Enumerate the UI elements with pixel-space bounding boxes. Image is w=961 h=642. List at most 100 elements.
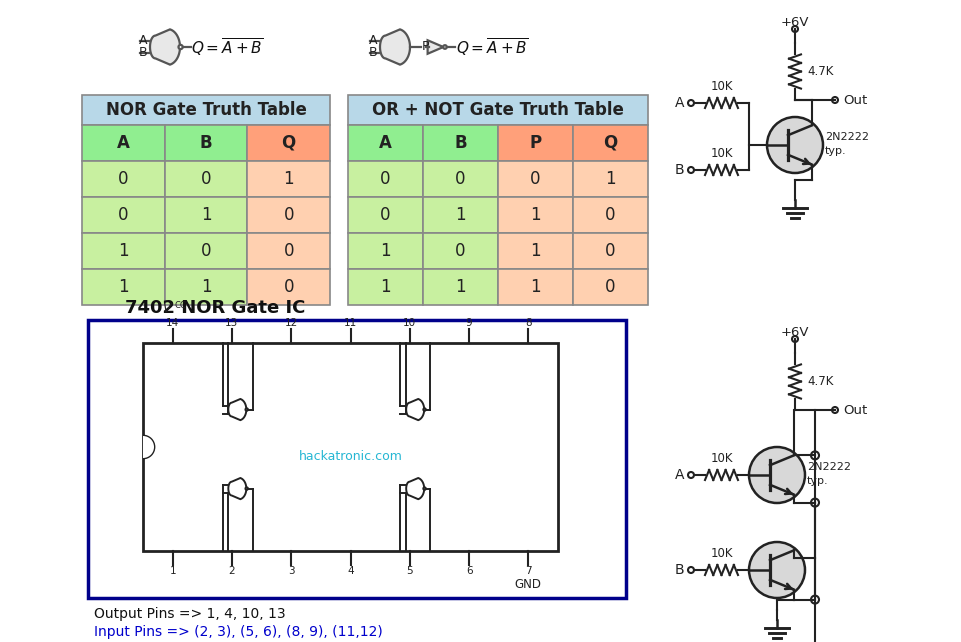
FancyBboxPatch shape	[82, 233, 164, 269]
Circle shape	[688, 167, 694, 173]
Text: 1: 1	[201, 206, 211, 224]
Circle shape	[811, 499, 819, 507]
Circle shape	[792, 26, 798, 32]
Text: $Q = \overline{A+B}$: $Q = \overline{A+B}$	[191, 36, 263, 58]
Text: 1: 1	[201, 278, 211, 296]
Text: +6V: +6V	[780, 17, 809, 30]
Text: B: B	[675, 163, 684, 177]
Text: 1: 1	[283, 170, 294, 188]
Text: 0: 0	[118, 206, 129, 224]
Text: +6V: +6V	[780, 327, 809, 340]
FancyBboxPatch shape	[348, 197, 423, 233]
Text: A: A	[675, 468, 684, 482]
Circle shape	[688, 472, 694, 478]
FancyBboxPatch shape	[164, 197, 247, 233]
Text: 4.7K: 4.7K	[807, 375, 833, 388]
Text: 10K: 10K	[710, 80, 732, 93]
Text: 0: 0	[381, 170, 391, 188]
Text: typ.: typ.	[807, 476, 828, 486]
Text: 0: 0	[201, 170, 211, 188]
Circle shape	[423, 487, 426, 490]
Text: 1: 1	[381, 278, 391, 296]
Text: 1: 1	[169, 566, 176, 576]
Text: 0: 0	[381, 206, 391, 224]
Text: OR + NOT Gate Truth Table: OR + NOT Gate Truth Table	[372, 101, 624, 119]
FancyBboxPatch shape	[247, 233, 330, 269]
Text: Out: Out	[843, 404, 867, 417]
Text: 10K: 10K	[710, 452, 732, 465]
Text: 7: 7	[525, 566, 531, 576]
Circle shape	[688, 100, 694, 106]
FancyBboxPatch shape	[573, 269, 648, 305]
Circle shape	[423, 408, 426, 411]
FancyBboxPatch shape	[498, 233, 573, 269]
Text: 0: 0	[283, 278, 294, 296]
FancyBboxPatch shape	[423, 269, 498, 305]
Circle shape	[832, 97, 838, 103]
Text: 8: 8	[525, 318, 531, 328]
Text: 1: 1	[118, 278, 129, 296]
Text: A: A	[369, 35, 377, 48]
Text: 1: 1	[456, 278, 466, 296]
FancyBboxPatch shape	[573, 197, 648, 233]
FancyBboxPatch shape	[498, 161, 573, 197]
FancyBboxPatch shape	[82, 197, 164, 233]
Text: 5: 5	[407, 566, 413, 576]
Text: hackatronic.com: hackatronic.com	[299, 451, 403, 464]
Text: 2N2222: 2N2222	[807, 462, 851, 472]
FancyBboxPatch shape	[88, 320, 626, 598]
FancyBboxPatch shape	[423, 233, 498, 269]
Text: GND: GND	[515, 578, 542, 591]
FancyBboxPatch shape	[498, 125, 573, 161]
Text: typ.: typ.	[825, 146, 847, 156]
Text: 0: 0	[201, 242, 211, 260]
FancyBboxPatch shape	[423, 125, 498, 161]
Text: 4: 4	[347, 566, 354, 576]
Text: 1: 1	[530, 206, 541, 224]
Text: 0: 0	[283, 242, 294, 260]
FancyBboxPatch shape	[247, 269, 330, 305]
Text: 10K: 10K	[710, 547, 732, 560]
Text: Input Pins => (2, 3), (5, 6), (8, 9), (11,12): Input Pins => (2, 3), (5, 6), (8, 9), (1…	[94, 625, 382, 639]
FancyBboxPatch shape	[164, 233, 247, 269]
Text: 1: 1	[118, 242, 129, 260]
Text: B: B	[675, 563, 684, 577]
Text: Q: Q	[604, 134, 618, 152]
Text: B: B	[200, 134, 212, 152]
Text: 11: 11	[344, 318, 357, 328]
FancyBboxPatch shape	[573, 233, 648, 269]
Text: 2: 2	[229, 566, 235, 576]
FancyBboxPatch shape	[143, 343, 558, 551]
FancyBboxPatch shape	[573, 125, 648, 161]
Circle shape	[832, 407, 838, 413]
FancyBboxPatch shape	[247, 125, 330, 161]
FancyBboxPatch shape	[247, 161, 330, 197]
FancyBboxPatch shape	[348, 125, 423, 161]
Text: 1: 1	[381, 242, 391, 260]
Text: 3: 3	[288, 566, 294, 576]
FancyBboxPatch shape	[247, 197, 330, 233]
FancyBboxPatch shape	[164, 125, 247, 161]
FancyBboxPatch shape	[164, 269, 247, 305]
Text: 13: 13	[225, 318, 238, 328]
Text: B: B	[138, 46, 147, 60]
Text: 0: 0	[456, 170, 466, 188]
Text: 14: 14	[166, 318, 180, 328]
Text: 4.7K: 4.7K	[807, 65, 833, 78]
FancyBboxPatch shape	[82, 125, 164, 161]
Circle shape	[443, 45, 447, 49]
Circle shape	[811, 596, 819, 603]
FancyBboxPatch shape	[498, 269, 573, 305]
Text: $Q = \overline{A+B}$: $Q = \overline{A+B}$	[456, 36, 529, 58]
Polygon shape	[407, 478, 424, 499]
Circle shape	[749, 542, 805, 598]
Text: 1: 1	[530, 242, 541, 260]
Text: P: P	[530, 134, 542, 152]
FancyBboxPatch shape	[348, 161, 423, 197]
FancyBboxPatch shape	[423, 161, 498, 197]
FancyBboxPatch shape	[82, 95, 330, 125]
Text: 10K: 10K	[710, 147, 732, 160]
Circle shape	[811, 451, 819, 460]
Text: Out: Out	[843, 94, 867, 107]
Text: A: A	[117, 134, 130, 152]
